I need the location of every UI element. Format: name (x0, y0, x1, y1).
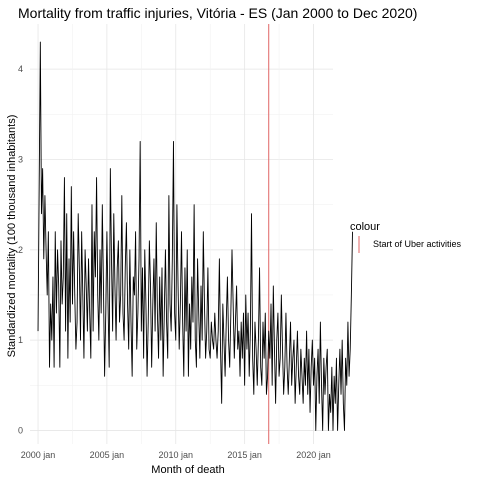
y-tick-label: 4 (18, 64, 23, 74)
x-tick-label: 2020 jan (296, 450, 331, 460)
y-tick-label: 1 (18, 335, 23, 345)
legend-label-reference-line: Start of Uber activities (373, 239, 462, 249)
y-tick-label: 0 (18, 425, 23, 435)
chart-title: Mortality from traffic injuries, Vitória… (18, 5, 417, 21)
y-tick-label: 2 (18, 245, 23, 255)
x-tick-label: 2005 jan (90, 450, 125, 460)
legend-title: colour (350, 221, 380, 233)
y-axis: 0 1 2 3 4 (18, 64, 23, 435)
x-tick-label: 2015 jan (227, 450, 262, 460)
x-axis-title: Month of death (151, 464, 224, 476)
series-line-0 (37, 41, 353, 431)
y-axis-title: Standardized mortality (100 thousand inh… (6, 115, 18, 358)
series-layer (37, 41, 353, 431)
x-tick-label: 2000 jan (21, 450, 56, 460)
x-axis: 2000 jan 2005 jan 2010 jan 2015 jan 2020 jan (21, 450, 331, 460)
y-tick-label: 3 (18, 154, 23, 164)
x-tick-label: 2010 jan (158, 450, 193, 460)
legend: colour Start of Uber activities (350, 221, 462, 253)
